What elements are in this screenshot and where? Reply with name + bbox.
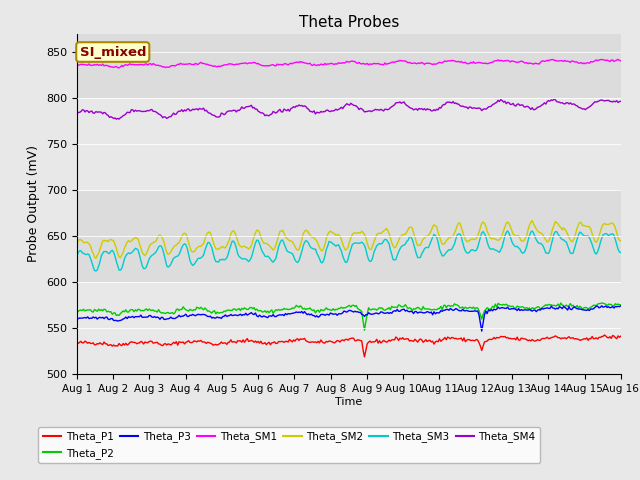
Theta_P3 xyxy=(466,309,474,314)
Theta_SM1 xyxy=(73,62,81,68)
Theta_SM4 xyxy=(467,104,475,110)
Bar xyxy=(77,190,621,282)
Line: Theta_SM4: Theta_SM4 xyxy=(77,99,621,119)
Theta_P3 xyxy=(138,314,146,320)
Theta_SM3 xyxy=(470,248,477,253)
X-axis label: Time: Time xyxy=(335,397,362,407)
Theta_P1 xyxy=(73,340,81,346)
Theta_P2 xyxy=(467,305,475,311)
Theta_P2 xyxy=(417,306,424,312)
Theta_SM4 xyxy=(73,111,81,117)
Theta_SM4 xyxy=(252,106,259,112)
Line: Theta_SM3: Theta_SM3 xyxy=(77,231,621,271)
Theta_P3 xyxy=(478,328,486,334)
Theta_P3 xyxy=(289,311,296,316)
Line: Theta_P1: Theta_P1 xyxy=(77,335,621,357)
Theta_SM2 xyxy=(467,237,475,242)
Theta_SM1 xyxy=(417,60,424,66)
Theta_SM4 xyxy=(113,116,120,122)
Theta_P3 xyxy=(468,308,476,314)
Line: Theta_P2: Theta_P2 xyxy=(77,303,621,330)
Theta_SM3 xyxy=(290,253,298,259)
Theta_P1 xyxy=(250,339,258,345)
Bar xyxy=(77,282,621,374)
Theta_SM2 xyxy=(470,236,477,242)
Theta_P3 xyxy=(598,303,605,309)
Text: SI_mixed: SI_mixed xyxy=(79,46,146,59)
Theta_P1 xyxy=(600,332,608,338)
Theta_SM2 xyxy=(92,255,100,261)
Theta_SM2 xyxy=(73,242,81,248)
Legend: Theta_P1, Theta_P2, Theta_P3, Theta_SM1, Theta_SM2, Theta_SM3, Theta_SM4: Theta_P1, Theta_P2, Theta_P3, Theta_SM1,… xyxy=(38,427,540,463)
Theta_P1 xyxy=(417,336,424,342)
Theta_SM3 xyxy=(252,240,259,246)
Theta_P2 xyxy=(250,305,258,311)
Theta_P2 xyxy=(617,302,625,308)
Theta_SM4 xyxy=(290,104,298,109)
Theta_P3 xyxy=(73,315,81,321)
Theta_SM3 xyxy=(92,268,100,274)
Theta_SM4 xyxy=(470,105,477,111)
Theta_P2 xyxy=(360,327,368,333)
Theta_P2 xyxy=(138,308,146,313)
Theta_SM2 xyxy=(529,217,536,223)
Theta_P3 xyxy=(415,310,423,315)
Theta_SM1 xyxy=(252,60,259,66)
Line: Theta_P3: Theta_P3 xyxy=(77,306,621,331)
Theta_SM3 xyxy=(467,247,475,253)
Theta_P3 xyxy=(250,312,258,317)
Theta_SM4 xyxy=(417,106,424,112)
Theta_SM1 xyxy=(467,60,475,65)
Theta_P2 xyxy=(73,310,81,315)
Theta_SM2 xyxy=(290,241,298,247)
Y-axis label: Probe Output (mV): Probe Output (mV) xyxy=(28,145,40,263)
Theta_SM4 xyxy=(140,108,147,114)
Theta_SM4 xyxy=(617,98,625,104)
Theta_P2 xyxy=(598,300,605,306)
Theta_P1 xyxy=(470,337,477,343)
Theta_SM3 xyxy=(617,250,625,255)
Theta_SM2 xyxy=(252,230,259,236)
Theta_SM1 xyxy=(290,60,298,66)
Theta_SM1 xyxy=(140,62,147,68)
Theta_SM3 xyxy=(140,266,147,272)
Theta_SM1 xyxy=(617,58,625,64)
Bar xyxy=(77,98,621,190)
Theta_P1 xyxy=(617,333,625,339)
Title: Theta Probes: Theta Probes xyxy=(299,15,399,30)
Line: Theta_SM2: Theta_SM2 xyxy=(77,220,621,258)
Theta_SM2 xyxy=(417,242,424,248)
Theta_P2 xyxy=(470,304,477,310)
Theta_SM1 xyxy=(470,59,477,65)
Theta_P3 xyxy=(617,303,625,309)
Theta_SM2 xyxy=(617,238,625,244)
Theta_SM3 xyxy=(417,254,424,260)
Theta_SM3 xyxy=(73,254,81,260)
Theta_SM3 xyxy=(504,228,511,234)
Theta_P1 xyxy=(467,338,475,344)
Theta_P1 xyxy=(289,339,296,345)
Theta_P1 xyxy=(360,354,368,360)
Theta_SM1 xyxy=(115,65,123,71)
Theta_P1 xyxy=(138,339,146,345)
Bar xyxy=(77,34,621,98)
Theta_P2 xyxy=(289,305,296,311)
Theta_SM4 xyxy=(550,96,558,102)
Theta_SM1 xyxy=(614,57,622,62)
Theta_SM2 xyxy=(140,252,147,257)
Line: Theta_SM1: Theta_SM1 xyxy=(77,60,621,68)
